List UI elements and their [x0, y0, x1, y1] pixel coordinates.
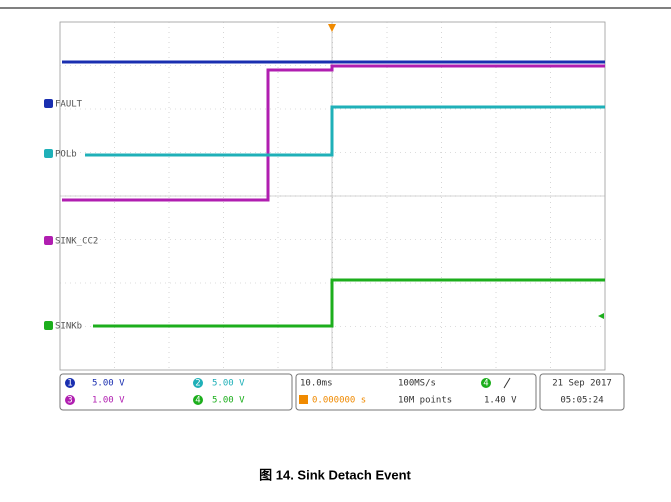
- rising-edge-icon: [503, 377, 511, 389]
- ch-number: 1: [67, 379, 72, 389]
- ch3-trace: [62, 64, 605, 202]
- ch-number: 4: [195, 396, 200, 406]
- ch4-marker: [44, 321, 53, 330]
- ch-number: 2: [195, 379, 200, 389]
- ch1-marker: [44, 99, 53, 108]
- channel-labels: FAULT POLb SINK_CC2 SINKb: [44, 99, 98, 332]
- vertical-box: [59, 373, 293, 411]
- position-icon: [299, 395, 308, 404]
- channel-label: POLb: [55, 150, 77, 160]
- ch-number: 3: [67, 396, 72, 406]
- ch-badge: [65, 395, 75, 405]
- channel-label: FAULT: [55, 100, 83, 110]
- ch-scale: 1.00 V: [92, 396, 125, 406]
- sample-rate: 100MS/s: [398, 379, 436, 389]
- trigger-channel: 4: [483, 379, 488, 389]
- trigger-level: 1.40 V: [484, 396, 517, 406]
- trigger-badge: [481, 378, 491, 388]
- trigger-marker: [328, 24, 336, 32]
- ch4-trace: [93, 278, 605, 328]
- ch-scale: 5.00 V: [212, 379, 245, 389]
- time-box: [539, 373, 625, 411]
- timebase-scale: 10.0ms: [300, 379, 333, 389]
- ch2-trace: [85, 105, 605, 157]
- figure-caption: 图 14. Sink Detach Event: [259, 467, 411, 482]
- ch2-marker: [44, 149, 53, 158]
- trigger-level-marker: [598, 313, 604, 319]
- status-bar: 1 5.00 V 3 1.00 V 2 5.00 V 4 5.00 V 10.0…: [59, 373, 625, 411]
- ch-badge: [193, 378, 203, 388]
- channel-label: SINK_CC2: [55, 237, 98, 247]
- time: 05:05:24: [560, 396, 603, 406]
- timebase-position: 0.000000 s: [312, 396, 366, 406]
- ch-scale: 5.00 V: [212, 396, 245, 406]
- scope-screen: FAULT POLb SINK_CC2 SINKb: [44, 21, 606, 371]
- channel-label: SINKb: [55, 322, 82, 332]
- date: 21 Sep 2017: [552, 379, 612, 389]
- ch-badge: [65, 378, 75, 388]
- record-length: 10M points: [398, 396, 452, 406]
- ch-scale: 5.00 V: [92, 379, 125, 389]
- ch-badge: [193, 395, 203, 405]
- horizontal-box: [295, 373, 537, 411]
- ch3-marker: [44, 236, 53, 245]
